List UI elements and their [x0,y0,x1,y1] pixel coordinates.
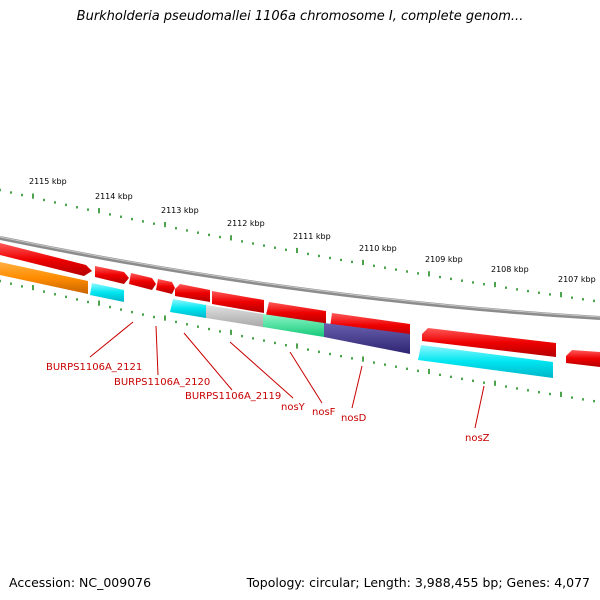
gene-label-2120: BURPS1106A_2120 [114,377,210,388]
gene-label-2121: BURPS1106A_2121 [46,362,142,373]
leader-line [229,341,294,399]
leader-line [155,325,159,376]
scale-label-2112: 2112 kbp [227,219,265,228]
gene-label-2119: BURPS1106A_2119 [185,391,281,402]
gene-label-nosD: nosD [341,413,367,424]
topology-label: Topology: circular; Length: 3,988,455 bp… [246,575,590,590]
scale-label-2107: 2107 kbp [558,275,596,284]
leader-line [289,351,323,404]
leader-line [351,365,363,409]
scale-label-2109: 2109 kbp [425,255,463,264]
leader-line [183,332,233,391]
gene-label-nosZ: nosZ [465,433,490,444]
scale-ticks-outer [0,188,595,303]
scale-label-2111: 2111 kbp [293,232,331,241]
gene-forward[interactable] [129,273,156,290]
gene-navy-nosD[interactable] [324,323,410,354]
scale-labels: 2115 kbp 2114 kbp 2113 kbp 2112 kbp 2111… [29,177,596,284]
gene-forward[interactable] [422,328,556,357]
gene-label-nosF: nosF [312,407,336,418]
chromosome-backbone [0,236,600,320]
gene-cyan-nosZ[interactable] [418,345,553,378]
accession-label: Accession: NC_009076 [9,575,152,590]
gene-cyan-2121[interactable] [90,283,124,302]
gene-cyan-2119[interactable] [170,299,206,318]
label-leaders [89,321,485,429]
page-title: Burkholderia pseudomallei 1106a chromoso… [76,9,524,24]
forward-genes [0,243,600,367]
gene-forward[interactable] [212,291,264,313]
gene-labels: BURPS1106A_2121 BURPS1106A_2120 BURPS110… [46,362,490,444]
scale-label-2108: 2108 kbp [491,265,529,274]
scale-ticks-inner [0,279,595,403]
gene-gray-nosY[interactable] [206,305,263,327]
scale-label-2114: 2114 kbp [95,192,133,201]
gene-green-nosF[interactable] [263,314,324,337]
gene-forward[interactable] [95,266,129,284]
gene-orange[interactable] [0,262,88,294]
scale-label-2113: 2113 kbp [161,206,199,215]
gene-forward[interactable] [566,350,600,367]
gene-forward[interactable] [156,279,175,294]
gene-forward[interactable] [0,243,92,276]
chromosome-backbone-highlight [0,236,600,318]
gene-forward[interactable] [266,302,326,324]
scale-label-2115: 2115 kbp [29,177,67,186]
reverse-genes [0,262,553,378]
leader-line [89,321,134,358]
scale-label-2110: 2110 kbp [359,244,397,253]
gene-label-nosY: nosY [281,402,306,413]
gene-forward[interactable] [175,284,210,302]
leader-line [474,385,485,429]
